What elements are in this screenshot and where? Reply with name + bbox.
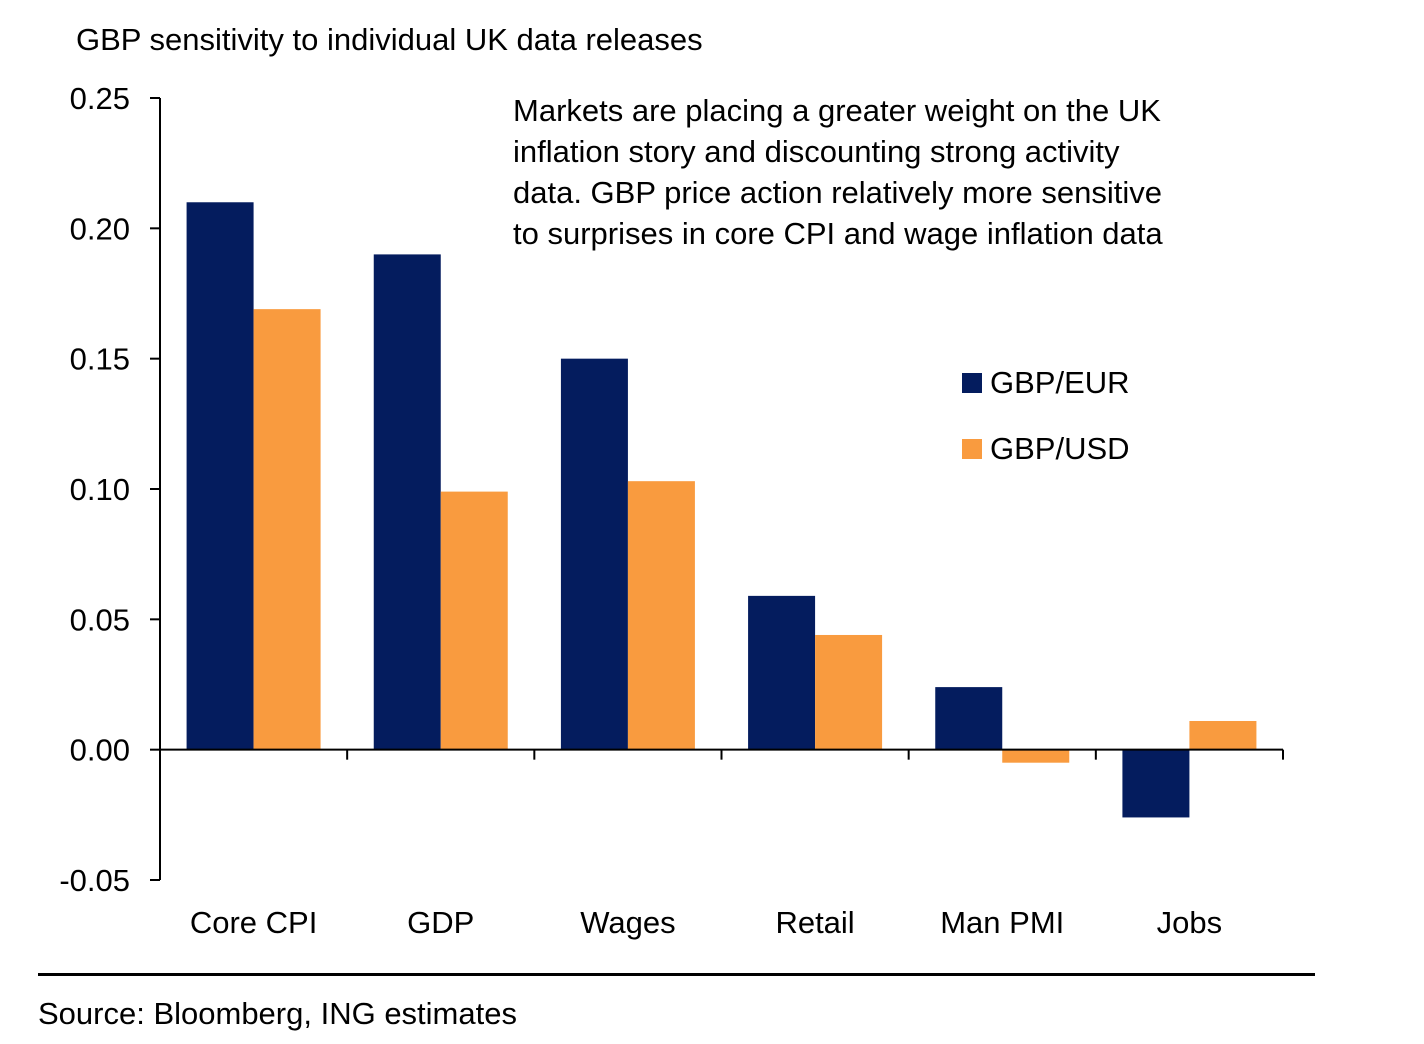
bar-gbp-eur-jobs	[1122, 749, 1190, 818]
bar-gbp-eur-man-pmi	[935, 687, 1003, 750]
source-divider	[38, 973, 1315, 976]
bar-gbp-usd-retail	[815, 634, 883, 750]
x-tick-label: Core CPI	[190, 905, 317, 940]
bar-gbp-usd-jobs	[1189, 720, 1257, 750]
y-tick-label: 0.05	[70, 602, 130, 637]
x-tick-label: Jobs	[1157, 905, 1222, 940]
chart-title: GBP sensitivity to individual UK data re…	[76, 22, 703, 57]
bar-gbp-eur-wages	[560, 358, 628, 750]
bar-gbp-usd-gdp	[440, 491, 508, 750]
x-tick-label: Wages	[580, 905, 675, 940]
y-tick-label: 0.15	[70, 342, 130, 377]
y-tick-label: 0.00	[70, 733, 130, 768]
bar-gbp-eur-core-cpi	[186, 202, 254, 750]
bar-gbp-usd-core-cpi	[253, 309, 321, 750]
legend-swatch-gbp-eur	[962, 373, 982, 393]
legend: GBP/EUR GBP/USD	[962, 350, 1130, 482]
y-tick-label: -0.05	[59, 863, 130, 898]
x-tick-labels: Core CPI GDP Wages Retail Man PMI Jobs	[190, 905, 1222, 940]
bars-group	[186, 202, 1257, 818]
y-tick-label: 0.20	[70, 211, 130, 246]
bar-gbp-eur-retail	[748, 595, 816, 750]
source-note: Source: Bloomberg, ING estimates	[38, 996, 517, 1031]
legend-item-gbp-usd: GBP/USD	[962, 416, 1130, 482]
bar-gbp-usd-man-pmi	[1002, 749, 1070, 763]
bar-gbp-eur-gdp	[373, 254, 441, 750]
chart-annotation: Markets are placing a greater weight on …	[513, 93, 1163, 251]
legend-label-gbp-eur: GBP/EUR	[990, 365, 1130, 400]
axes-group	[150, 97, 1284, 881]
x-tick-label: Retail	[775, 905, 854, 940]
x-tick-label: Man PMI	[940, 905, 1064, 940]
legend-label-gbp-usd: GBP/USD	[990, 431, 1130, 466]
bar-gbp-usd-wages	[627, 481, 695, 750]
y-tick-label: 0.25	[70, 81, 130, 116]
y-tick-labels: -0.05 0.00 0.05 0.10 0.15 0.20 0.25	[59, 81, 130, 898]
x-tick-label: GDP	[407, 905, 474, 940]
legend-swatch-gbp-usd	[962, 439, 982, 459]
y-tick-label: 0.10	[70, 472, 130, 507]
legend-item-gbp-eur: GBP/EUR	[962, 350, 1130, 416]
